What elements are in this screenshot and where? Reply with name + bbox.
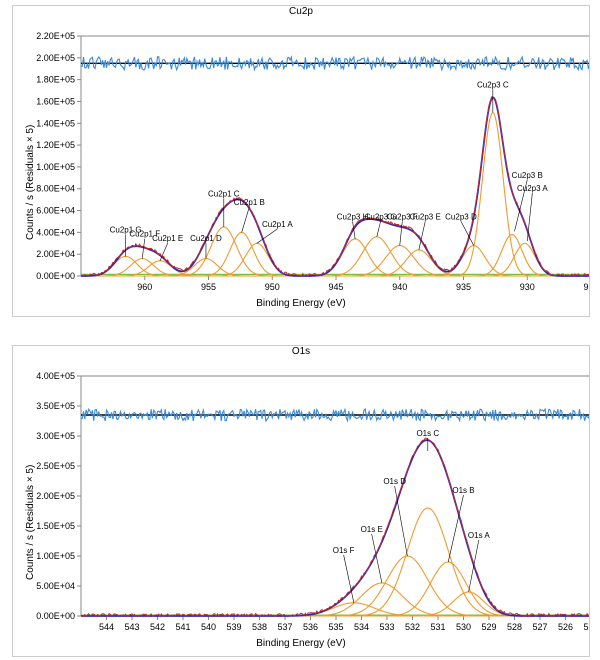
svg-text:945: 945: [328, 282, 343, 292]
svg-text:525: 525: [583, 622, 589, 632]
svg-text:O1s C: O1s C: [416, 429, 439, 438]
svg-text:Cu2p1 C: Cu2p1 C: [208, 189, 240, 198]
svg-text:539: 539: [226, 622, 241, 632]
svg-text:536: 536: [303, 622, 318, 632]
svg-text:2.00E+04: 2.00E+04: [36, 249, 75, 259]
svg-text:925: 925: [583, 282, 589, 292]
svg-text:1.00E+05: 1.00E+05: [36, 162, 75, 172]
svg-text:Cu2p3 B: Cu2p3 B: [512, 171, 543, 180]
svg-text:532: 532: [405, 622, 420, 632]
svg-text:2.00E+05: 2.00E+05: [36, 491, 75, 501]
svg-text:540: 540: [201, 622, 216, 632]
svg-text:528: 528: [507, 622, 522, 632]
svg-text:0.00E+00: 0.00E+00: [36, 611, 75, 621]
svg-text:Cu2p3 G: Cu2p3 G: [365, 212, 397, 221]
cu2p-chart-svg: 0.00E+00 2.00E+04 4.00E+04 6.00E+04 8.00E+04…: [13, 6, 589, 316]
o1s-chart-svg: 0.00E+00 5.00E+04 1.00E+05 1.50E+05 2.00E+05…: [13, 346, 589, 656]
svg-text:2.50E+05: 2.50E+05: [36, 461, 75, 471]
svg-text:Cu2p1 G: Cu2p1 G: [110, 225, 142, 234]
svg-text:530: 530: [456, 622, 471, 632]
svg-text:537: 537: [277, 622, 292, 632]
svg-text:1.60E+05: 1.60E+05: [36, 96, 75, 106]
svg-text:955: 955: [201, 282, 216, 292]
o1s-x-axis-label: Binding Energy (eV): [13, 638, 589, 649]
svg-text:935: 935: [456, 282, 471, 292]
svg-text:950: 950: [265, 282, 280, 292]
svg-text:535: 535: [328, 622, 343, 632]
svg-text:533: 533: [379, 622, 394, 632]
svg-text:O1s D: O1s D: [383, 477, 406, 486]
svg-text:930: 930: [520, 282, 535, 292]
svg-text:544: 544: [99, 622, 114, 632]
svg-text:O1s E: O1s E: [361, 525, 383, 534]
svg-text:526: 526: [558, 622, 573, 632]
svg-text:O1s A: O1s A: [468, 531, 490, 540]
svg-text:543: 543: [124, 622, 139, 632]
svg-text:1.20E+05: 1.20E+05: [36, 140, 75, 150]
svg-text:Cu2p3 D: Cu2p3 D: [445, 212, 477, 221]
svg-text:4.00E+05: 4.00E+05: [36, 371, 75, 381]
svg-text:6.00E+04: 6.00E+04: [36, 206, 75, 216]
svg-text:Cu2p3 A: Cu2p3 A: [517, 184, 548, 193]
svg-text:542: 542: [150, 622, 165, 632]
svg-text:Cu2p3 C: Cu2p3 C: [477, 80, 509, 89]
cu2p-x-axis-label: Binding Energy (eV): [13, 298, 589, 309]
svg-text:541: 541: [175, 622, 190, 632]
svg-text:8.00E+04: 8.00E+04: [36, 184, 75, 194]
svg-text:3.50E+05: 3.50E+05: [36, 401, 75, 411]
svg-text:531: 531: [430, 622, 445, 632]
svg-text:Cu2p1 B: Cu2p1 B: [234, 198, 265, 207]
svg-text:534: 534: [354, 622, 369, 632]
svg-text:Cu2p1 D: Cu2p1 D: [190, 234, 222, 243]
svg-text:2.20E+05: 2.20E+05: [36, 31, 75, 41]
svg-text:960: 960: [137, 282, 152, 292]
svg-text:1.00E+05: 1.00E+05: [36, 551, 75, 561]
page-root: { "figure_width": 600, "figure_height": …: [0, 0, 600, 660]
svg-text:940: 940: [392, 282, 407, 292]
svg-text:4.00E+04: 4.00E+04: [36, 227, 75, 237]
o1s-panel: O1s Counts / s (Residuals × 5) 0.00E+005…: [12, 345, 590, 657]
svg-text:3.00E+05: 3.00E+05: [36, 431, 75, 441]
svg-text:1.40E+05: 1.40E+05: [36, 118, 75, 128]
svg-text:2.00E+05: 2.00E+05: [36, 53, 75, 63]
svg-text:1.80E+05: 1.80E+05: [36, 75, 75, 85]
svg-text:1.50E+05: 1.50E+05: [36, 521, 75, 531]
svg-text:529: 529: [481, 622, 496, 632]
svg-text:0.00E+00: 0.00E+00: [36, 271, 75, 281]
svg-text:Cu2p3 H: Cu2p3 H: [337, 212, 369, 221]
svg-text:Cu2p1 A: Cu2p1 A: [262, 220, 293, 229]
svg-text:527: 527: [532, 622, 547, 632]
cu2p-panel: Cu2p Counts / s (Residuals × 5) 0.00E+00…: [12, 5, 590, 317]
svg-text:O1s F: O1s F: [333, 546, 355, 555]
svg-text:O1s B: O1s B: [452, 486, 474, 495]
svg-text:5.00E+04: 5.00E+04: [36, 581, 75, 591]
svg-text:538: 538: [252, 622, 267, 632]
